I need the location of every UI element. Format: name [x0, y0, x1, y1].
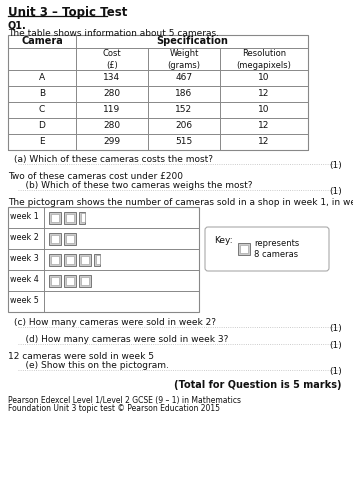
Text: (1): (1): [329, 187, 342, 196]
Text: 280: 280: [103, 120, 121, 130]
Text: Foundation Unit 3 topic test © Pearson Education 2015: Foundation Unit 3 topic test © Pearson E…: [8, 404, 220, 413]
Text: B: B: [39, 88, 45, 98]
Bar: [79, 254, 91, 266]
Text: Unit 3 – Topic Test: Unit 3 – Topic Test: [8, 6, 127, 19]
Text: (1): (1): [329, 341, 342, 350]
Bar: [64, 274, 76, 286]
Bar: [238, 243, 250, 255]
Text: (1): (1): [329, 367, 342, 376]
Bar: [66, 276, 74, 284]
Bar: [64, 254, 76, 266]
Bar: [240, 245, 248, 253]
Text: represents
8 cameras: represents 8 cameras: [254, 239, 299, 259]
Bar: [80, 213, 85, 222]
Bar: [49, 254, 61, 266]
Bar: [49, 212, 61, 224]
Bar: [64, 212, 76, 224]
Text: (a) Which of these cameras costs the most?: (a) Which of these cameras costs the mos…: [14, 155, 213, 164]
Bar: [49, 274, 61, 286]
Text: A: A: [39, 72, 45, 82]
Bar: [81, 276, 89, 284]
Bar: [79, 212, 85, 224]
Text: 10: 10: [258, 72, 270, 82]
Text: 467: 467: [175, 72, 193, 82]
Text: week 2: week 2: [10, 233, 39, 242]
Bar: [64, 232, 76, 244]
Text: 186: 186: [175, 88, 193, 98]
Text: (e) Show this on the pictogram.: (e) Show this on the pictogram.: [14, 361, 169, 370]
Bar: [8, 207, 199, 312]
Text: Two of these cameras cost under £200: Two of these cameras cost under £200: [8, 172, 183, 181]
Text: week 3: week 3: [10, 254, 39, 263]
Text: 134: 134: [103, 72, 121, 82]
Text: Weight
(grams): Weight (grams): [168, 50, 201, 70]
Bar: [51, 256, 59, 264]
Bar: [51, 276, 59, 284]
Bar: [81, 256, 89, 264]
Text: E: E: [39, 136, 45, 145]
Text: (d) How many cameras were sold in week 3?: (d) How many cameras were sold in week 3…: [14, 335, 228, 344]
Text: Specification: Specification: [156, 36, 228, 46]
Text: 152: 152: [175, 104, 193, 114]
Text: week 5: week 5: [10, 296, 39, 305]
Text: week 1: week 1: [10, 212, 39, 221]
Bar: [79, 274, 91, 286]
Text: 206: 206: [175, 120, 193, 130]
Bar: [51, 214, 59, 222]
Text: 280: 280: [103, 88, 121, 98]
Text: 515: 515: [175, 136, 193, 145]
Text: week 4: week 4: [10, 275, 39, 284]
Bar: [94, 254, 100, 266]
Text: Pearson Edexcel Level 1/Level 2 GCSE (9 – 1) in Mathematics: Pearson Edexcel Level 1/Level 2 GCSE (9 …: [8, 396, 241, 405]
Text: Cost
(£): Cost (£): [103, 50, 121, 70]
Bar: [49, 232, 61, 244]
Text: 12: 12: [258, 120, 270, 130]
Text: (c) How many cameras were sold in week 2?: (c) How many cameras were sold in week 2…: [14, 318, 216, 327]
Text: Q1.: Q1.: [8, 20, 27, 30]
Text: (1): (1): [329, 161, 342, 170]
Bar: [66, 214, 74, 222]
Text: The table shows information about 5 cameras.: The table shows information about 5 came…: [8, 29, 219, 38]
Bar: [96, 255, 100, 264]
Text: 10: 10: [258, 104, 270, 114]
Text: 299: 299: [103, 136, 121, 145]
Text: 12: 12: [258, 136, 270, 145]
Bar: [66, 256, 74, 264]
Text: (Total for Question is 5 marks): (Total for Question is 5 marks): [174, 380, 342, 390]
Text: C: C: [39, 104, 45, 114]
Text: Key:: Key:: [214, 236, 233, 245]
FancyBboxPatch shape: [205, 227, 329, 271]
Text: Camera: Camera: [21, 36, 63, 46]
Bar: [51, 234, 59, 242]
Text: The pictogram shows the number of cameras sold in a shop in week 1, in week 2, i: The pictogram shows the number of camera…: [8, 198, 353, 207]
Bar: [66, 234, 74, 242]
Text: 119: 119: [103, 104, 121, 114]
Text: Resolution
(megapixels): Resolution (megapixels): [237, 50, 292, 70]
Text: (1): (1): [329, 324, 342, 333]
Text: 12: 12: [258, 88, 270, 98]
Text: (b) Which of these two cameras weighs the most?: (b) Which of these two cameras weighs th…: [14, 181, 252, 190]
Text: D: D: [38, 120, 46, 130]
Text: 12 cameras were sold in week 5: 12 cameras were sold in week 5: [8, 352, 154, 361]
Bar: [8, 35, 308, 150]
